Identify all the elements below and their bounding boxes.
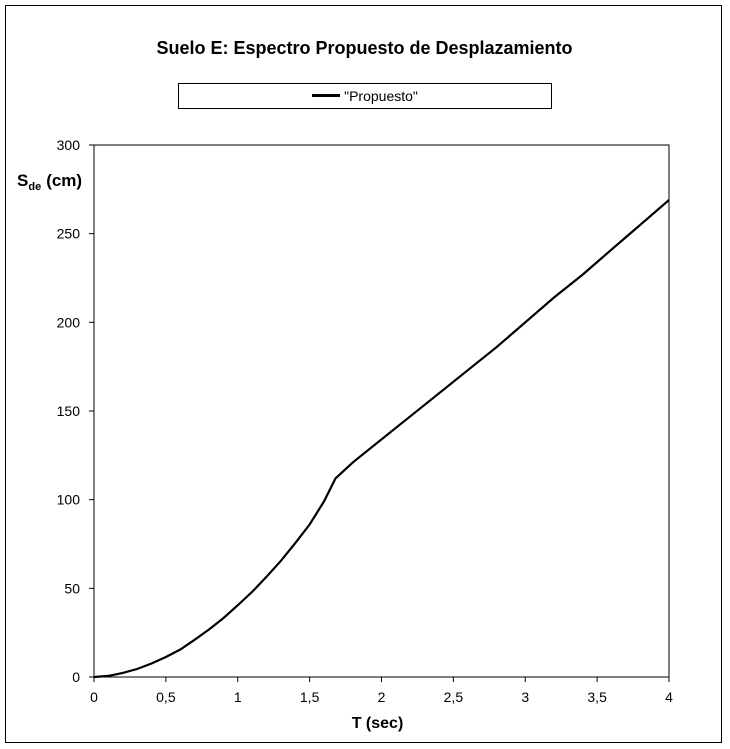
x-tick-label: 0 [90, 689, 98, 705]
plot-area [93, 144, 670, 678]
y-tick-label: 200 [57, 314, 81, 330]
chart-legend: "Propuesto" [178, 83, 552, 109]
y-tick-label: 150 [57, 403, 81, 419]
x-tick-label: 4 [665, 689, 673, 705]
x-axis: 0 0,5 1 1,5 2 2,5 3 3,5 4 [90, 677, 673, 705]
y-tick-label: 100 [57, 492, 81, 508]
x-tick-label: 2 [378, 689, 386, 705]
y-axis: 0 50 100 150 200 250 300 [57, 137, 94, 685]
legend-line-swatch [312, 93, 341, 97]
y-tick-label: 0 [72, 669, 80, 685]
chart-frame: Suelo E: Espectro Propuesto de Desplazam… [5, 5, 722, 743]
y-tick-label: 250 [57, 226, 81, 242]
y-tick-label: 50 [64, 580, 80, 596]
y-axis-label-unit: (cm) [46, 171, 82, 190]
x-tick-label: 0,5 [156, 689, 176, 705]
x-tick-label: 1 [234, 689, 242, 705]
y-axis-label: Sde (cm) [17, 171, 82, 193]
y-axis-label-main: S [17, 171, 28, 190]
y-axis-label-subscript: de [28, 181, 41, 193]
x-axis-label: T (sec) [352, 715, 404, 732]
series-line-propuesto [93, 199, 670, 679]
x-tick-label: 2,5 [444, 689, 464, 705]
chart-title: Suelo E: Espectro Propuesto de Desplazam… [156, 38, 573, 58]
y-tick-label: 300 [57, 137, 81, 153]
x-tick-label: 1,5 [300, 689, 320, 705]
x-tick-label: 3 [521, 689, 529, 705]
legend-label: "Propuesto" [344, 88, 418, 104]
x-tick-label: 3,5 [587, 689, 607, 705]
